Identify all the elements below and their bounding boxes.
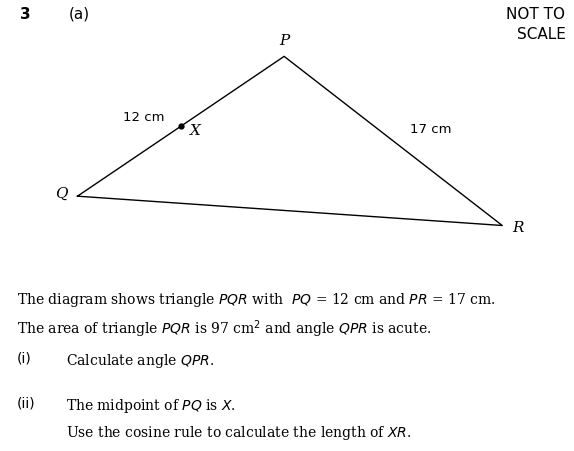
- Text: The area of triangle $PQR$ is 97 cm$^2$ and angle $QPR$ is acute.: The area of triangle $PQR$ is 97 cm$^2$ …: [17, 318, 432, 340]
- Text: 12 cm: 12 cm: [123, 111, 164, 124]
- Text: P: P: [279, 34, 289, 48]
- Text: (a): (a): [69, 7, 90, 22]
- Text: (ii): (ii): [17, 397, 36, 411]
- Text: (i): (i): [17, 352, 32, 366]
- Text: Q: Q: [55, 187, 67, 201]
- Text: 17 cm: 17 cm: [410, 123, 451, 136]
- Text: NOT TO: NOT TO: [506, 7, 565, 22]
- Text: X: X: [190, 124, 201, 138]
- Text: The midpoint of $PQ$ is $X$.: The midpoint of $PQ$ is $X$.: [66, 397, 236, 415]
- Text: 3: 3: [20, 7, 31, 22]
- Text: The diagram shows triangle $PQR$ with  $PQ$ = 12 cm and $PR$ = 17 cm.: The diagram shows triangle $PQR$ with $P…: [17, 291, 496, 309]
- Text: R: R: [513, 221, 524, 235]
- Text: SCALE: SCALE: [517, 27, 565, 42]
- Text: Calculate angle $QPR$.: Calculate angle $QPR$.: [66, 352, 214, 370]
- Text: Use the cosine rule to calculate the length of $XR$.: Use the cosine rule to calculate the len…: [66, 424, 412, 442]
